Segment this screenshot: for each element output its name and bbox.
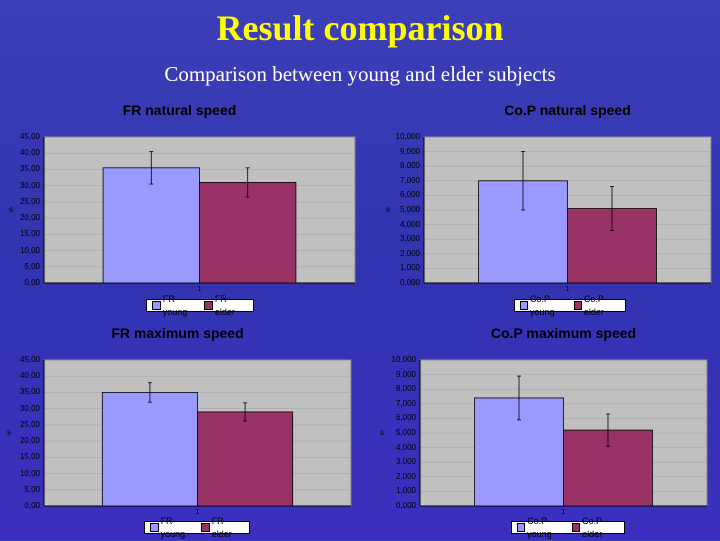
legend-swatch [517, 523, 526, 532]
y-tick-label: 3,000 [395, 457, 416, 467]
slide-subtitle: Comparison between young and elder subje… [164, 62, 556, 86]
chart-title: FR natural speed [122, 102, 237, 118]
y-tick-label: 6,000 [395, 413, 416, 423]
y-tick-label: 5,00 [24, 484, 40, 494]
legend-swatch [150, 523, 159, 532]
y-tick-label: 30,00 [19, 403, 40, 413]
bar-young [474, 397, 564, 507]
y-tick-label: 9,000 [395, 369, 416, 379]
y-tick-label: 1,000 [395, 486, 416, 496]
y-tick-label: 40,00 [19, 148, 40, 158]
legend-swatch [152, 301, 161, 310]
plot-area [43, 136, 356, 284]
y-tick-label: 5,00 [24, 261, 40, 271]
bar-elder [567, 208, 657, 284]
chart-title: Co.P natural speed [504, 102, 631, 118]
legend-swatch [201, 523, 210, 532]
y-axis-label: s [7, 428, 11, 437]
chart-legend: Co.P young Co.P elder [514, 294, 626, 317]
slide-title: Result comparison [216, 8, 504, 48]
y-tick-label: 7,000 [399, 175, 420, 185]
chart-title: FR maximum speed [111, 325, 244, 341]
legend-swatch [573, 301, 582, 310]
y-tick-label: 15,00 [19, 452, 40, 462]
x-tick-label: 1 [565, 286, 570, 293]
legend-label: FR young [162, 293, 188, 317]
bar-elder [197, 411, 294, 507]
bar-young [478, 180, 568, 284]
y-tick-label: 0,000 [395, 501, 416, 510]
legend-label: Co.P elder [583, 293, 604, 317]
legend-swatch [571, 523, 581, 532]
plot-area [423, 136, 712, 284]
y-tick-label: 4,000 [395, 442, 416, 452]
y-tick-label: 20,00 [19, 436, 40, 446]
chart-legend: FR young FR elder [144, 516, 250, 539]
chart-title: Co.P maximum speed [490, 325, 637, 341]
legend-label: Co.P elder [582, 515, 603, 539]
legend-label: FR young [160, 515, 186, 539]
y-axis-label: s [386, 205, 390, 214]
y-tick-label: 2,000 [399, 248, 420, 258]
y-tick-label: 40,00 [19, 371, 40, 381]
y-tick-label: 35,00 [19, 387, 40, 397]
y-tick-label: 45,00 [19, 132, 40, 141]
legend-swatch [520, 301, 528, 310]
y-tick-label: 35,00 [19, 164, 40, 174]
bar-elder [563, 429, 653, 507]
x-tick-label: 1 [561, 509, 566, 516]
bar-young [101, 392, 198, 507]
y-tick-label: 5,000 [395, 428, 416, 437]
legend-label: FR elder [214, 293, 235, 317]
y-tick-label: 10,00 [19, 245, 40, 255]
y-axis-label: s [380, 428, 384, 437]
y-tick-label: 1,000 [399, 263, 420, 273]
y-tick-label: 10,00 [19, 468, 40, 478]
x-tick-label: 1 [195, 509, 200, 516]
y-tick-label: 9,000 [399, 146, 420, 156]
y-tick-label: 3,000 [399, 234, 420, 244]
y-tick-label: 0,00 [24, 278, 40, 287]
y-axis-label: s [9, 205, 13, 214]
y-tick-label: 25,00 [19, 196, 40, 206]
y-tick-label: 10,000 [395, 132, 420, 141]
plot-area [419, 359, 708, 507]
y-tick-label: 10,000 [391, 355, 416, 364]
chart-legend: Co.P young Co.P elder [511, 516, 625, 539]
y-tick-label: 2,000 [395, 471, 416, 481]
bar-young [102, 167, 200, 284]
chart-legend: FR young FR elder [146, 294, 254, 317]
legend-label: Co.P young [527, 515, 552, 539]
y-tick-label: 30,00 [19, 180, 40, 190]
legend-label: FR elder [211, 515, 232, 539]
legend-swatch [204, 301, 213, 310]
y-tick-label: 25,00 [19, 419, 40, 429]
y-tick-label: 5,000 [399, 205, 420, 214]
y-tick-label: 8,000 [399, 161, 420, 171]
plot-area [43, 359, 352, 507]
y-tick-label: 7,000 [395, 398, 416, 408]
y-tick-label: 8,000 [395, 384, 416, 394]
y-tick-label: 15,00 [19, 229, 40, 239]
x-tick-label: 1 [197, 286, 202, 293]
y-tick-label: 0,000 [399, 278, 420, 287]
y-tick-label: 0,00 [24, 501, 40, 510]
y-tick-label: 4,000 [399, 219, 420, 229]
bar-elder [199, 182, 297, 284]
y-tick-label: 20,00 [19, 213, 40, 223]
y-tick-label: 6,000 [399, 190, 420, 200]
y-tick-label: 45,00 [19, 355, 40, 364]
legend-label: Co.P young [529, 293, 555, 317]
